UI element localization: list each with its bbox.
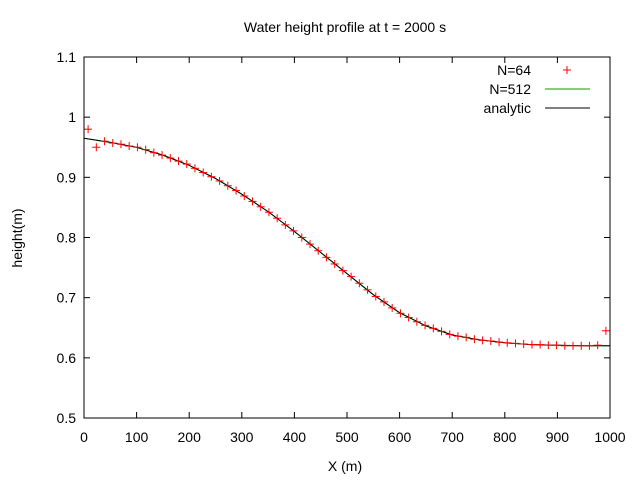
data-point-n-64 [470,335,479,344]
data-point-n-64 [371,292,380,301]
data-point-n-64 [404,313,413,322]
data-point-n-64 [338,266,347,275]
chart-title: Water height profile at t = 2000 s [244,19,446,35]
data-point-n-64 [240,191,249,200]
data-point-n-64 [601,326,610,335]
data-point-n-64 [273,214,282,223]
data-point-n-64 [190,164,199,173]
data-point-n-64 [412,317,421,326]
x-tick-label: 500 [335,429,359,445]
data-point-n-64 [363,285,372,294]
data-point-n-64 [593,341,602,350]
data-point-n-64 [445,330,454,339]
y-tick-label: 0.8 [57,230,77,246]
data-point-n-64 [306,240,315,249]
data-point-n-64 [379,297,388,306]
series-line-analytic [83,137,610,347]
data-point-n-64 [429,324,438,333]
data-point-n-64 [560,341,569,350]
legend-label-n-64: N=64 [497,62,531,78]
y-tick-label: 0.6 [57,350,77,366]
data-point-n-64 [116,140,125,149]
y-tick-label: 0.5 [57,410,77,426]
data-point-n-64 [503,338,512,347]
data-point-n-64 [330,259,339,268]
y-tick-label: 0.7 [57,290,77,306]
data-point-n-64 [322,253,331,262]
y-axis-label: height(m) [9,208,25,267]
data-point-n-64 [577,341,586,350]
data-point-n-64 [248,197,257,206]
legend-label-n-512: N=512 [489,81,531,97]
data-point-n-64 [544,341,553,350]
data-point-n-64 [256,202,265,211]
plot-frame [83,56,611,419]
series-line-n-512 [83,137,610,347]
data-point-n-64 [585,341,594,350]
data-point-n-64 [314,246,323,255]
x-tick-label: 600 [388,429,412,445]
data-point-n-64 [462,333,471,342]
y-tick-label: 0.9 [57,169,77,185]
data-point-n-64 [223,181,232,190]
data-point-n-64 [347,272,356,281]
data-point-n-64 [289,226,298,235]
x-tick-label: 300 [230,429,254,445]
data-point-n-64 [396,309,405,318]
data-point-n-64 [281,220,290,229]
y-tick-label: 1.1 [57,49,77,65]
data-point-n-64 [100,137,109,146]
data-point-n-64 [158,151,167,160]
x-axis-label: X (m) [328,458,362,474]
data-point-n-64 [199,168,208,177]
data-point-n-64 [486,336,495,345]
legend-label-analytic: analytic [484,100,531,116]
data-point-n-64 [478,336,487,345]
data-point-n-64 [552,341,561,350]
data-point-n-64 [264,208,273,217]
data-point-n-64 [182,160,191,169]
x-tick-label: 100 [125,429,149,445]
data-point-n-64 [453,332,462,341]
data-point-n-64 [511,339,520,348]
data-point-n-64 [92,143,101,152]
data-point-n-64 [536,340,545,349]
data-point-n-64 [133,143,142,152]
data-point-n-64 [519,339,528,348]
data-point-n-64 [141,145,150,154]
data-point-n-64 [174,157,183,166]
data-point-n-64 [297,233,306,242]
x-tick-label: 800 [493,429,517,445]
data-point-n-64 [355,279,364,288]
data-point-n-64 [215,176,224,185]
data-point-n-64 [437,327,446,336]
data-point-n-64 [149,148,158,157]
x-tick-label: 400 [283,429,307,445]
data-point-n-64 [166,154,175,163]
data-point-n-64 [388,303,397,312]
data-point-n-64 [569,341,578,350]
y-tick-label: 1 [68,109,76,125]
x-tick-label: 1000 [594,429,625,445]
data-point-n-64 [527,340,536,349]
x-tick-label: 0 [80,429,88,445]
data-point-n-64 [125,142,134,151]
data-point-n-64 [108,139,117,148]
data-point-n-64 [84,125,93,134]
x-tick-label: 200 [178,429,202,445]
data-point-n-64 [421,321,430,330]
legend-marker-n-64 [563,66,571,74]
data-point-n-64 [495,338,504,347]
data-point-n-64 [232,186,241,195]
data-point-n-64 [207,172,216,181]
x-tick-label: 900 [546,429,570,445]
x-tick-label: 700 [441,429,465,445]
